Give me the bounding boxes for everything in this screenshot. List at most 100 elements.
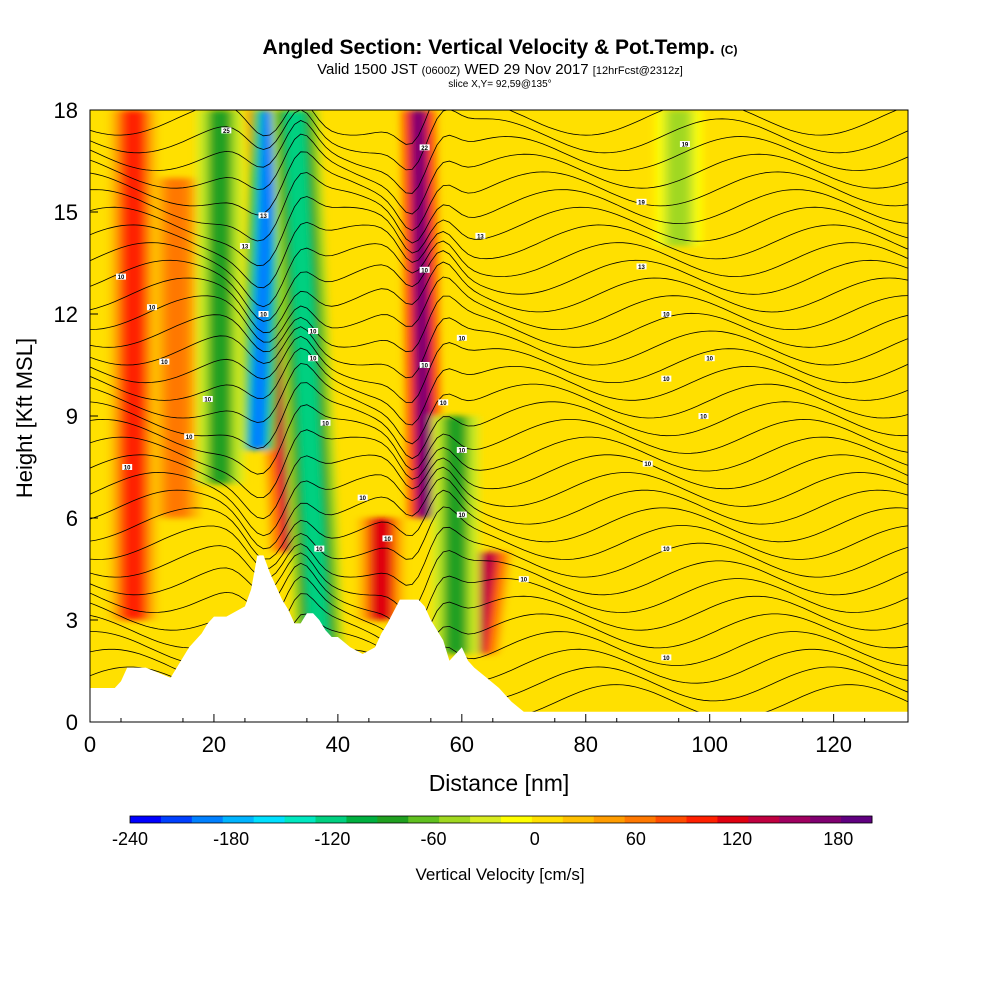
y-axis-label: Height [Kft MSL]: [12, 338, 37, 498]
y-tick-label: 12: [54, 302, 78, 327]
contour-label: 10: [458, 336, 465, 342]
contour-label-bg: [698, 413, 709, 419]
y-axis: 0 3 6 9 12 15 18: [54, 98, 98, 735]
contour-label: 19: [638, 200, 645, 206]
x-tick-label: 100: [691, 732, 728, 757]
contour-label-bg: [456, 334, 467, 341]
colorbar-label: Vertical Velocity [cm/s]: [415, 865, 584, 884]
isentrope-line: [90, 550, 908, 612]
colorbar-tick-label: 120: [722, 829, 752, 849]
contour-label-bg: [382, 535, 393, 542]
contour-label: 10: [310, 357, 317, 363]
colorbar-swatch: [810, 816, 842, 823]
contour-label-bg: [357, 494, 368, 501]
isentrope-line: [90, 335, 908, 403]
contour-label: 10: [310, 330, 317, 336]
contour-label: 25: [223, 129, 230, 135]
isentrope-line: [90, 506, 908, 569]
velocity-band: [249, 110, 278, 450]
x-tick-label: 80: [574, 732, 598, 757]
x-axis-label: Distance [nm]: [429, 770, 570, 796]
contour-label: 13: [638, 265, 645, 271]
colorbar-tick-label: -240: [112, 829, 148, 849]
contour-label: 10: [706, 357, 713, 363]
isentrope-line: [90, 476, 908, 550]
contour-label: 10: [644, 462, 651, 468]
y-tick-label: 15: [54, 200, 78, 225]
colorbar-tick-label: 180: [823, 829, 853, 849]
isentrope-line: [90, 151, 908, 231]
isentrope-line: [90, 466, 908, 537]
colorbar-tick-label: -60: [421, 829, 447, 849]
isentrope-line: [90, 454, 908, 520]
colorbar-swatch: [284, 816, 316, 823]
contour-label: 10: [663, 656, 670, 662]
colorbar-tick-label: -180: [213, 829, 249, 849]
contour-label: 10: [204, 398, 211, 404]
isentrope-line: [90, 562, 908, 636]
contour-label: 10: [149, 306, 156, 312]
contour-label-bg: [679, 141, 690, 147]
colorbar-swatch: [130, 816, 162, 823]
contour-label-bg: [308, 355, 319, 362]
isentrope-line: [90, 221, 908, 289]
contour-label-bg: [475, 232, 486, 239]
velocity-band: [209, 110, 231, 484]
contour-label: 10: [663, 313, 670, 319]
colorbar-swatch: [655, 816, 687, 823]
plot-area: 25 22 19 19 13 13 13 10 10 13 10 10 10 10 10 10 10 10 10 10…: [90, 110, 908, 722]
contour-label: 10: [663, 377, 670, 383]
forecast-run: [12hrFcst@2312z]: [592, 65, 683, 77]
contour-label: 13: [477, 234, 484, 240]
colorbar-swatch: [222, 816, 255, 823]
x-tick-label: 60: [450, 732, 474, 757]
contour-label-bg: [258, 212, 269, 219]
contour-label-bg: [642, 460, 653, 467]
contour-label-bg: [518, 576, 529, 583]
contour-label-bg: [704, 355, 715, 362]
contour-label: 10: [161, 360, 168, 366]
y-tick-label: 6: [66, 506, 78, 531]
contour-label-bg: [419, 266, 430, 273]
colorbar-swatch: [593, 816, 626, 823]
contour-label: 10: [322, 421, 329, 427]
colorbar-swatch: [501, 816, 533, 823]
isentrope-line: [90, 133, 908, 215]
contour-label: 10: [520, 578, 527, 584]
slice-info: slice X,Y= 92,59@135°: [448, 79, 552, 90]
chart-title: Angled Section: Vertical Velocity & Pot.…: [0, 36, 1000, 62]
contour-label-bg: [184, 433, 195, 440]
contour-label: 13: [242, 245, 249, 251]
isentrope-line: [90, 250, 908, 322]
colorbar-tick-label: 60: [626, 829, 646, 849]
contour-label-bg: [308, 328, 319, 334]
colorbar-swatch: [253, 816, 286, 823]
contour-label-bg: [636, 198, 647, 205]
isentrope-line: [90, 363, 908, 445]
contour-label-bg: [661, 375, 672, 382]
colorbar-swatch: [191, 816, 224, 823]
contour-label: 22: [421, 146, 428, 152]
contour-label-bg: [419, 144, 430, 151]
velocity-band: [370, 518, 392, 620]
colorbar-swatch: [624, 816, 657, 823]
contour-label: 10: [440, 401, 447, 407]
contour-label-bg: [115, 273, 126, 280]
colorbar: -240 -180 -120 -60 0 60 120 180: [112, 815, 873, 849]
contour-label-bg: [320, 419, 331, 426]
contour-label-bg: [239, 243, 250, 249]
contour-label: 19: [682, 143, 689, 149]
contour-label: 10: [421, 268, 428, 274]
colorbar-swatch: [562, 816, 595, 823]
contour-label-bg: [221, 127, 232, 134]
valid-date: WED 29 Nov 2017: [464, 61, 589, 78]
contour-label: 13: [260, 214, 267, 220]
contour-label: 10: [384, 537, 391, 543]
x-tick-label: 120: [815, 732, 852, 757]
x-tick-label: 40: [326, 732, 350, 757]
colorbar-tick-label: 0: [530, 829, 540, 849]
contour-label-bg: [122, 464, 133, 470]
contour-label-bg: [636, 263, 647, 270]
isentrope-line: [90, 240, 908, 308]
